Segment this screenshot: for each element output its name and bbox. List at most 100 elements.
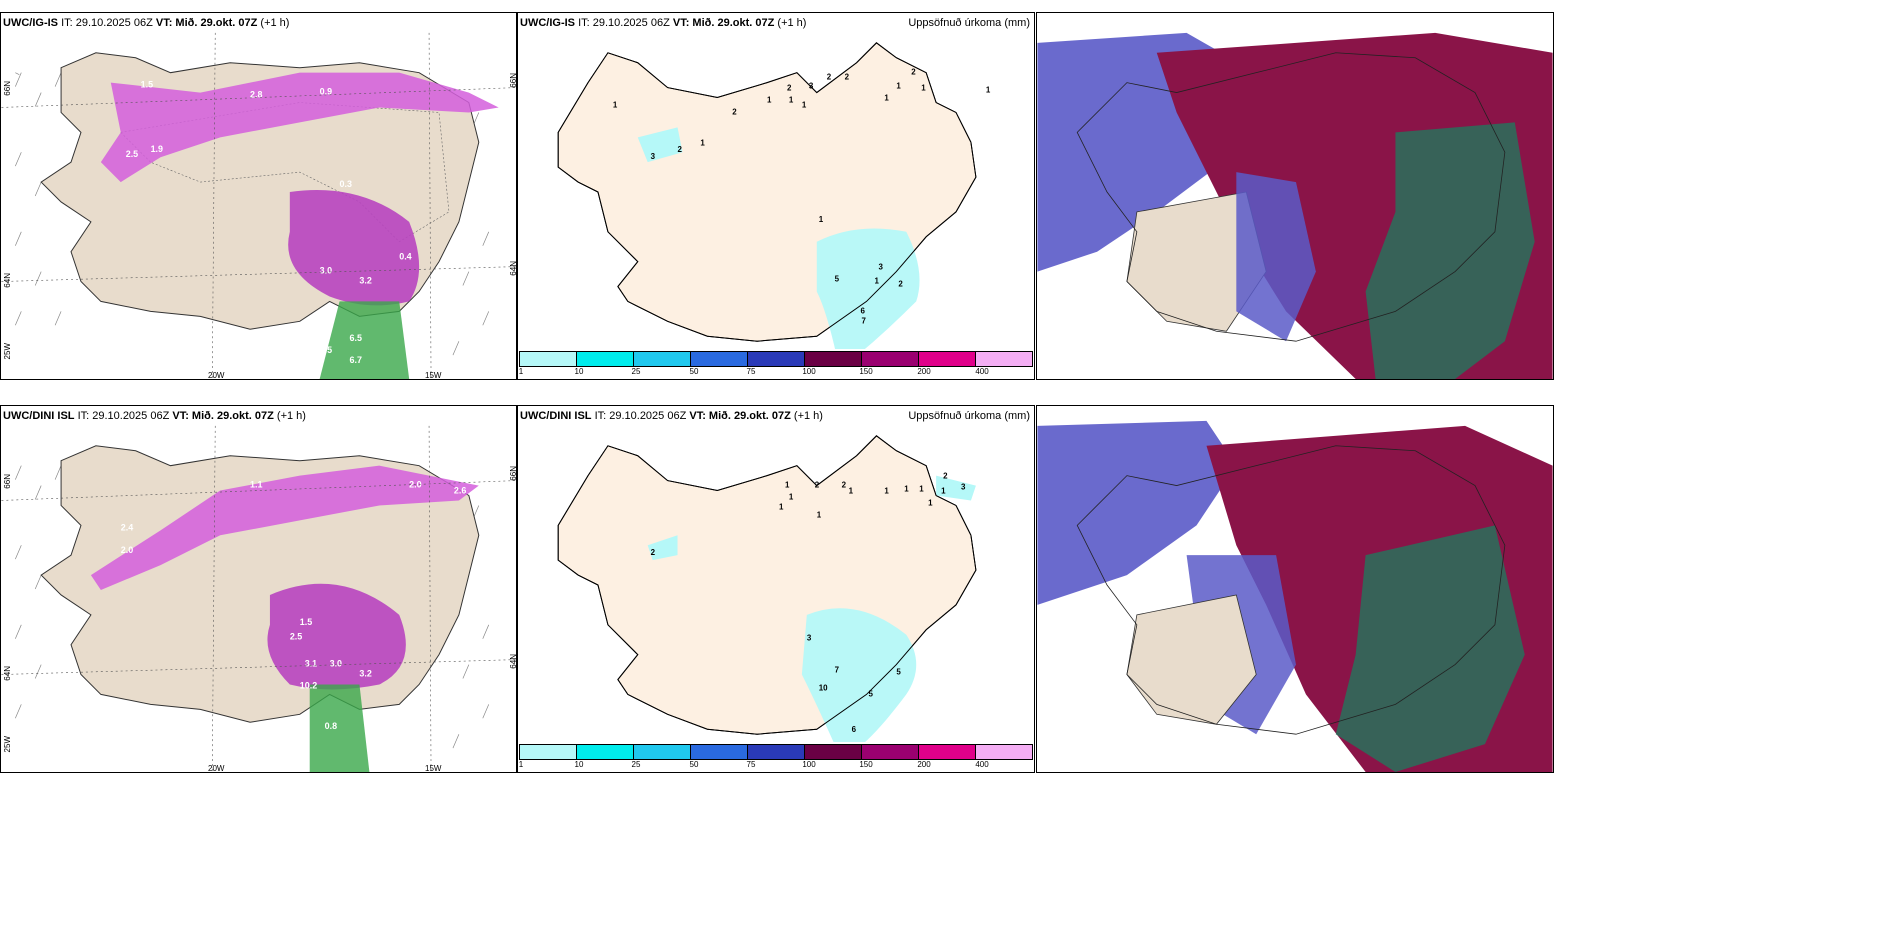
lon-label-15: 15W [425, 764, 442, 773]
cbar-label: 25 [631, 367, 641, 376]
svg-text:10: 10 [819, 683, 828, 692]
iceland-coast [557, 435, 977, 735]
colorbar-swatches [519, 351, 1033, 367]
svg-text:2: 2 [815, 481, 820, 490]
svg-text:1: 1 [817, 510, 822, 519]
svg-text:1.5: 1.5 [300, 617, 312, 627]
svg-text:1: 1 [789, 492, 794, 501]
panel-wind-precip-dini: 2.4 2.0 1.1 1.5 2.5 3.1 3.0 3.2 10.2 0.8 2.0 2… [0, 405, 517, 773]
svg-text:2: 2 [842, 481, 847, 490]
svg-text:5: 5 [896, 668, 901, 677]
cbar-label: 100 [802, 760, 816, 769]
svg-text:1: 1 [884, 94, 889, 103]
cbar-label: 400 [975, 760, 989, 769]
swatch-2 [577, 352, 634, 366]
svg-text:6.7: 6.7 [350, 355, 362, 365]
lon-label-25: 25W [3, 736, 12, 753]
precip-values: 2.42.0 1.11.5 2.53.1 3.03.2 10.20.8 2.02… [121, 480, 467, 732]
svg-text:1: 1 [919, 485, 924, 494]
svg-text:2: 2 [911, 68, 916, 77]
svg-text:3: 3 [809, 82, 814, 91]
svg-text:5: 5 [835, 275, 840, 284]
cbar-label: 100 [802, 367, 816, 376]
cbar-label: 150 [859, 367, 873, 376]
svg-text:2.4: 2.4 [121, 522, 133, 532]
svg-text:6: 6 [861, 306, 866, 315]
precip-cyan-south [801, 608, 917, 750]
precip-green-plume [319, 301, 410, 379]
panel-title: UWC/IG-IS IT: 29.10.2025 06Z VT: Mið. 29… [520, 17, 807, 29]
precip-south-blob [267, 583, 406, 690]
precip-north-band [90, 465, 479, 590]
svg-text:1.5: 1.5 [141, 80, 153, 90]
lon-label-15: 15W [425, 371, 442, 380]
lon-label-25: 25W [3, 343, 12, 360]
svg-text:6: 6 [852, 725, 857, 734]
cbar-label: 10 [574, 367, 584, 376]
svg-text:1: 1 [789, 96, 794, 105]
svg-text:1: 1 [767, 96, 772, 105]
iceland-coast [557, 42, 977, 342]
precip-cyan-west [647, 535, 678, 561]
svg-text:1: 1 [785, 481, 790, 490]
swatch-7 [862, 745, 919, 759]
cbar-label: 1 [518, 760, 524, 769]
svg-text:1.9: 1.9 [151, 144, 163, 154]
swatch-8 [919, 352, 976, 366]
svg-text:1: 1 [779, 502, 784, 511]
swatch-6 [805, 352, 862, 366]
svg-text:0.9: 0.9 [320, 87, 332, 97]
svg-text:2: 2 [943, 472, 948, 481]
svg-text:0.8: 0.8 [325, 721, 337, 731]
panel-right-title: Háský (gr.), miðský (fj.bl.) og lágský (… [1353, 17, 1549, 29]
swatch-8 [919, 745, 976, 759]
svg-text:2.0: 2.0 [121, 545, 133, 555]
iceland-outline [1076, 52, 1506, 342]
precip-colorbar: 1 10 25 50 75 100 150 200 400 [518, 349, 1034, 379]
svg-text:3: 3 [878, 263, 883, 272]
iceland-outline [1076, 445, 1506, 735]
cbar-label: 200 [917, 367, 931, 376]
svg-text:7: 7 [862, 316, 867, 325]
panel-right-title: Uppsöfnuð úrkoma (mm) [908, 410, 1030, 422]
swatch-9 [976, 745, 1032, 759]
svg-text:1: 1 [921, 84, 926, 93]
panel-title: UWC/DINI ISL IT: 29.10.2025 06Z VT: Mið.… [1039, 410, 1342, 422]
svg-text:1: 1 [896, 82, 901, 91]
cbar-label: 25 [631, 760, 641, 769]
svg-text:2: 2 [845, 73, 850, 82]
panel-title: UWC/IG-IS IT: 29.10.2025 06Z VT: Mið. 29… [1039, 17, 1326, 29]
panel-clouds-igis: UWC/IG-IS IT: 29.10.2025 06Z VT: Mið. 29… [1036, 12, 1554, 380]
precip-cyan-south [816, 228, 920, 357]
cbar-label: 75 [746, 760, 756, 769]
svg-text:3.0: 3.0 [320, 266, 332, 276]
high-cloud-east [1335, 525, 1525, 772]
svg-text:3.0: 3.0 [330, 659, 342, 669]
cbar-label: 400 [975, 367, 989, 376]
precip-south-blob [288, 190, 420, 306]
svg-text:3: 3 [651, 152, 656, 161]
svg-text:3.2: 3.2 [359, 669, 371, 679]
panel-title: UWC/IG-IS IT: 29.10.2025 06Z VT: Mið. 29… [3, 17, 290, 29]
cbar-label: 150 [859, 760, 873, 769]
swatch-6 [805, 745, 862, 759]
svg-text:2: 2 [651, 548, 656, 557]
swatch-5 [748, 352, 805, 366]
swatch-1 [520, 352, 577, 366]
cbar-label: 50 [689, 367, 699, 376]
wind-barbs [15, 72, 490, 356]
svg-text:0.4: 0.4 [399, 252, 411, 262]
svg-text:0.3: 0.3 [340, 179, 352, 189]
svg-text:3.2: 3.2 [359, 276, 371, 286]
svg-text:3.1: 3.1 [305, 659, 317, 669]
lon-label-20: 20W [208, 764, 225, 773]
svg-text:1: 1 [928, 498, 933, 507]
swatch-1 [520, 745, 577, 759]
iceland-land [557, 435, 977, 735]
lat-label-66-right: 66N [509, 73, 517, 88]
svg-text:6.5: 6.5 [350, 333, 362, 343]
svg-text:1: 1 [941, 487, 946, 496]
svg-text:1: 1 [849, 487, 854, 496]
svg-text:1: 1 [986, 86, 991, 95]
